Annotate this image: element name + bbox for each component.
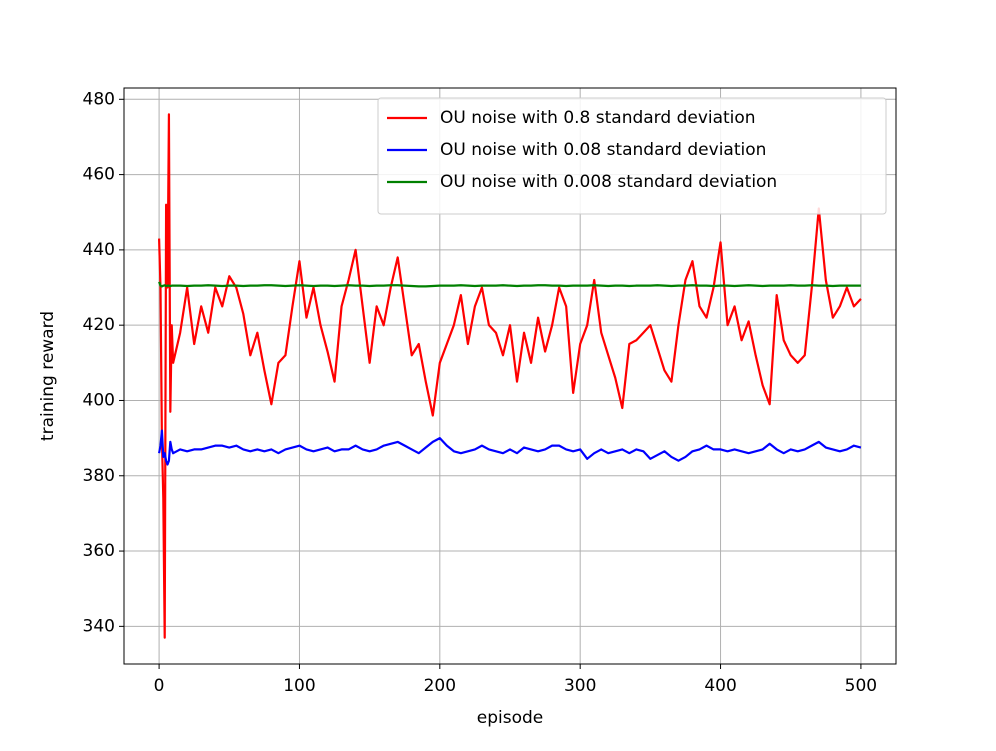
- series-line: [158, 429, 862, 466]
- x-tick-label: 300: [564, 676, 596, 696]
- x-tick-label: 100: [283, 676, 315, 696]
- y-tick-label: 380: [83, 466, 115, 486]
- legend-label: OU noise with 0.8 standard deviation: [440, 108, 756, 128]
- y-axis-label: training reward: [38, 311, 58, 441]
- series-line: [158, 281, 861, 288]
- legend-box: [377, 97, 887, 215]
- y-tick-label: 440: [83, 240, 115, 260]
- y-tick-label: 460: [83, 165, 115, 185]
- x-tick-label: 400: [704, 676, 736, 696]
- y-tick-label: 360: [83, 541, 115, 561]
- y-tick-label: 480: [83, 89, 115, 109]
- plot-frame: [123, 87, 897, 665]
- series-line: [157, 113, 862, 639]
- x-tick-label: 500: [845, 676, 877, 696]
- x-tick-label: 200: [424, 676, 456, 696]
- y-tick-label: 420: [83, 315, 115, 335]
- legend-label: OU noise with 0.08 standard deviation: [440, 140, 766, 160]
- y-tick-label: 400: [83, 390, 115, 410]
- x-axis-label: episode: [477, 708, 543, 728]
- x-tick-label: 0: [154, 676, 165, 696]
- y-tick-label: 340: [83, 616, 115, 636]
- legend-label: OU noise with 0.008 standard deviation: [440, 172, 777, 192]
